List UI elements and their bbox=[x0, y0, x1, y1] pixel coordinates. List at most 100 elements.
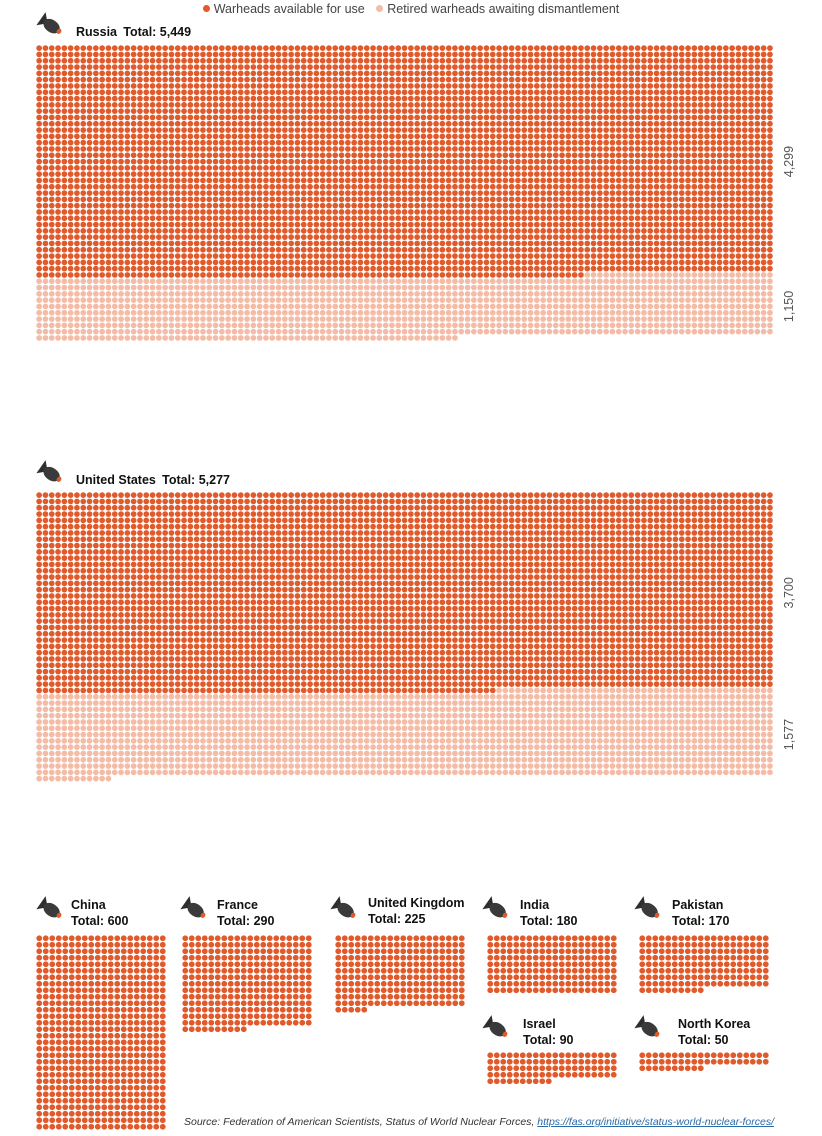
warhead-dot-active bbox=[193, 95, 200, 102]
warhead-dot-active bbox=[584, 76, 591, 83]
warhead-dot-active bbox=[697, 95, 704, 102]
warhead-dot-active bbox=[609, 64, 616, 70]
warhead-dot-active bbox=[615, 183, 622, 190]
warhead-dot-retired bbox=[729, 284, 736, 291]
warhead-dot-active bbox=[748, 133, 754, 140]
warhead-dot-active bbox=[691, 246, 698, 253]
warhead-dot-active bbox=[389, 139, 395, 146]
warhead-dot-active bbox=[439, 259, 446, 266]
warhead-dot-active bbox=[237, 246, 244, 253]
warhead-dot-active bbox=[36, 171, 43, 177]
warhead-dot-active bbox=[521, 158, 528, 165]
warhead-dot-active bbox=[294, 221, 301, 228]
warhead-dot-active bbox=[508, 196, 515, 203]
warhead-dot-active bbox=[389, 89, 395, 96]
warhead-dot-active bbox=[67, 259, 74, 266]
warhead-dot-active bbox=[729, 95, 736, 102]
warhead-dot-active bbox=[609, 215, 616, 222]
warhead-dot-active bbox=[666, 139, 673, 146]
warhead-dot-active bbox=[401, 259, 408, 266]
warhead-dot-active bbox=[521, 45, 528, 52]
warhead-dot-retired bbox=[288, 291, 294, 297]
warhead-dot-active bbox=[319, 120, 326, 127]
warhead-dot-active bbox=[212, 259, 219, 266]
warhead-dot-active bbox=[256, 246, 263, 253]
warhead-dot-active bbox=[395, 246, 402, 253]
warhead-dot-active bbox=[464, 51, 471, 58]
warhead-dot-retired bbox=[55, 284, 61, 291]
warhead-dot-active bbox=[571, 196, 578, 203]
warhead-dot-active bbox=[609, 45, 616, 52]
warhead-dot-active bbox=[86, 190, 93, 196]
warhead-dot-retired bbox=[105, 278, 112, 285]
warhead-dot-active bbox=[219, 265, 225, 272]
warhead-dot-retired bbox=[313, 309, 320, 316]
warhead-dot-active bbox=[345, 133, 351, 140]
warhead-dot-active bbox=[225, 265, 231, 272]
warhead-dot-retired bbox=[319, 278, 326, 285]
warhead-dot-active bbox=[754, 228, 761, 234]
warhead-dot-retired bbox=[326, 297, 332, 303]
warhead-dot-retired bbox=[622, 284, 628, 291]
warhead-dot-active bbox=[426, 234, 433, 240]
warhead-dot-active bbox=[420, 64, 427, 70]
warhead-dot-active bbox=[86, 221, 93, 228]
warhead-dot-active bbox=[282, 95, 288, 102]
warhead-dot-active bbox=[754, 95, 761, 102]
warhead-dot-active bbox=[735, 127, 742, 133]
warhead-dot-active bbox=[212, 83, 219, 89]
warhead-dot-active bbox=[609, 133, 616, 140]
warhead-dot-active bbox=[244, 83, 250, 89]
warhead-dot-active bbox=[351, 45, 357, 52]
warhead-dot-active bbox=[735, 215, 742, 222]
warhead-dot-active bbox=[615, 108, 622, 114]
warhead-dot-active bbox=[93, 70, 99, 77]
warhead-dot-active bbox=[332, 177, 339, 184]
warhead-dot-active bbox=[672, 190, 679, 196]
warhead-dot-active bbox=[767, 202, 773, 209]
warhead-dot-active bbox=[445, 152, 452, 159]
warhead-dot-active bbox=[515, 221, 521, 228]
warhead-dot-active bbox=[622, 120, 628, 127]
warhead-dot-active bbox=[269, 177, 276, 184]
warhead-dot-active bbox=[225, 253, 231, 259]
warhead-dot-active bbox=[597, 165, 603, 171]
warhead-dot-active bbox=[307, 165, 313, 171]
warhead-dot-active bbox=[332, 70, 339, 77]
warhead-dot-active bbox=[502, 265, 509, 272]
warhead-dot-active bbox=[660, 209, 666, 215]
warhead-dot-active bbox=[137, 272, 143, 278]
warhead-dot-active bbox=[672, 102, 679, 108]
warhead-dot-active bbox=[754, 45, 761, 52]
warhead-dot-active bbox=[546, 190, 553, 196]
warhead-dot-active bbox=[458, 95, 465, 102]
warhead-dot-active bbox=[723, 228, 729, 234]
warhead-dot-active bbox=[55, 240, 61, 247]
warhead-dot-active bbox=[181, 190, 187, 196]
warhead-dot-active bbox=[471, 183, 477, 190]
warhead-dot-active bbox=[363, 234, 370, 240]
warhead-dot-active bbox=[710, 209, 717, 215]
warhead-dot-active bbox=[729, 215, 736, 222]
warhead-dot-active bbox=[691, 108, 698, 114]
warhead-dot-active bbox=[130, 272, 137, 278]
warhead-dot-active bbox=[502, 102, 509, 108]
warhead-dot-active bbox=[748, 114, 754, 121]
warhead-dot-retired bbox=[704, 291, 710, 297]
warhead-dot-active bbox=[622, 221, 628, 228]
warhead-dot-active bbox=[288, 83, 294, 89]
warhead-dot-active bbox=[660, 152, 666, 159]
warhead-dot-active bbox=[578, 177, 584, 184]
warhead-dot-active bbox=[389, 246, 395, 253]
warhead-dot-active bbox=[685, 234, 691, 240]
warhead-dot-retired bbox=[48, 291, 55, 297]
warhead-dot-active bbox=[445, 45, 452, 52]
warhead-dot-active bbox=[489, 127, 496, 133]
warhead-dot-active bbox=[439, 158, 446, 165]
warhead-dot-active bbox=[653, 215, 660, 222]
warhead-dot-active bbox=[559, 177, 565, 184]
warhead-dot-active bbox=[269, 114, 276, 121]
warhead-dot-active bbox=[471, 51, 477, 58]
warhead-dot-active bbox=[653, 95, 660, 102]
warhead-dot-active bbox=[237, 240, 244, 247]
